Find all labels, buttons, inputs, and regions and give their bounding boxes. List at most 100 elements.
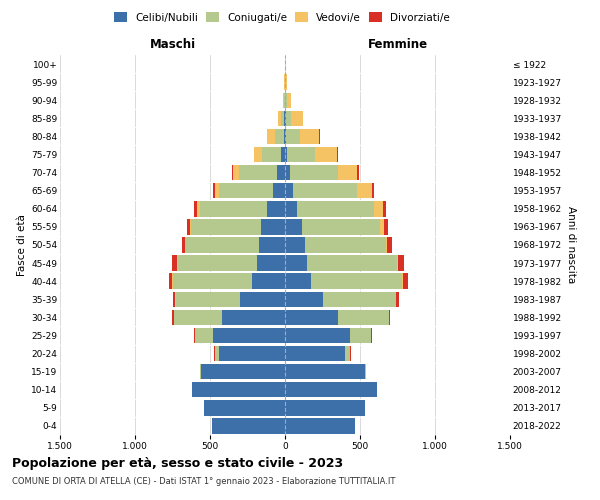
Bar <box>285 382 377 398</box>
Bar <box>286 74 287 90</box>
Bar <box>215 346 219 362</box>
Bar <box>213 183 215 198</box>
Bar <box>373 201 383 216</box>
Bar <box>287 147 315 162</box>
Bar <box>290 165 337 180</box>
Bar <box>285 165 290 180</box>
Bar <box>398 256 404 271</box>
Bar <box>173 274 252 289</box>
Bar <box>286 128 300 144</box>
Bar <box>285 183 293 198</box>
Bar <box>387 238 392 252</box>
Bar <box>199 364 201 380</box>
Bar <box>254 147 262 162</box>
Bar <box>337 165 357 180</box>
Bar <box>365 364 366 380</box>
Bar <box>201 364 285 380</box>
Bar <box>307 256 397 271</box>
Bar <box>285 310 337 325</box>
Bar <box>357 183 372 198</box>
Y-axis label: Fasce di età: Fasce di età <box>17 214 27 276</box>
Bar <box>337 310 389 325</box>
Bar <box>204 400 285 415</box>
Y-axis label: Anni di nascita: Anni di nascita <box>566 206 576 284</box>
Bar <box>277 110 281 126</box>
Bar <box>383 201 386 216</box>
Bar <box>267 128 275 144</box>
Bar <box>286 92 287 108</box>
Bar <box>380 219 384 234</box>
Bar <box>285 256 307 271</box>
Bar <box>261 219 285 234</box>
Bar <box>222 310 285 325</box>
Bar <box>397 256 398 271</box>
Bar <box>172 256 177 271</box>
Bar <box>285 274 311 289</box>
Bar <box>319 128 320 144</box>
Bar <box>300 128 319 144</box>
Bar <box>178 256 257 271</box>
Bar <box>185 238 259 252</box>
Bar <box>386 238 387 252</box>
Bar <box>172 310 174 325</box>
Bar <box>281 147 285 162</box>
Bar <box>219 346 285 362</box>
Bar <box>169 274 172 289</box>
Bar <box>285 128 286 144</box>
Bar <box>173 292 175 307</box>
Bar <box>285 201 297 216</box>
Bar <box>182 238 185 252</box>
Bar <box>302 219 380 234</box>
Bar <box>191 219 261 234</box>
Bar <box>219 183 273 198</box>
Bar <box>402 274 403 289</box>
Bar <box>311 274 402 289</box>
Bar <box>262 147 281 162</box>
Text: COMUNE DI ORTA DI ATELLA (CE) - Dati ISTAT 1° gennaio 2023 - Elaborazione TUTTIT: COMUNE DI ORTA DI ATELLA (CE) - Dati IST… <box>12 478 395 486</box>
Bar <box>273 183 285 198</box>
Bar <box>257 256 285 271</box>
Bar <box>285 110 286 126</box>
Bar <box>285 418 355 434</box>
Text: Popolazione per età, sesso e stato civile - 2023: Popolazione per età, sesso e stato civil… <box>12 458 343 470</box>
Bar <box>195 328 213 343</box>
Bar <box>291 110 303 126</box>
Bar <box>233 165 239 180</box>
Bar <box>284 128 285 144</box>
Bar <box>297 201 373 216</box>
Bar <box>305 238 386 252</box>
Bar <box>285 238 305 252</box>
Text: Femmine: Femmine <box>367 38 428 52</box>
Bar <box>403 274 408 289</box>
Bar <box>345 346 350 362</box>
Bar <box>187 219 190 234</box>
Bar <box>197 201 199 216</box>
Bar <box>372 183 374 198</box>
Bar <box>384 219 388 234</box>
Bar <box>337 147 338 162</box>
Bar <box>397 292 400 307</box>
Bar <box>212 418 285 434</box>
Legend: Celibi/Nubili, Coniugati/e, Vedovi/e, Divorziati/e: Celibi/Nubili, Coniugati/e, Vedovi/e, Di… <box>112 10 452 24</box>
Bar <box>285 400 365 415</box>
Bar <box>285 147 287 162</box>
Bar <box>287 92 292 108</box>
Bar <box>281 110 284 126</box>
Bar <box>194 201 197 216</box>
Bar <box>190 219 191 234</box>
Bar <box>285 219 302 234</box>
Bar <box>252 274 285 289</box>
Bar <box>176 292 240 307</box>
Bar <box>357 165 359 180</box>
Bar <box>174 310 222 325</box>
Bar <box>267 201 285 216</box>
Bar <box>293 183 357 198</box>
Bar <box>240 292 285 307</box>
Bar <box>285 364 365 380</box>
Bar <box>259 238 285 252</box>
Bar <box>232 165 233 180</box>
Bar <box>285 328 349 343</box>
Bar <box>277 165 285 180</box>
Bar <box>349 328 371 343</box>
Bar <box>177 256 178 271</box>
